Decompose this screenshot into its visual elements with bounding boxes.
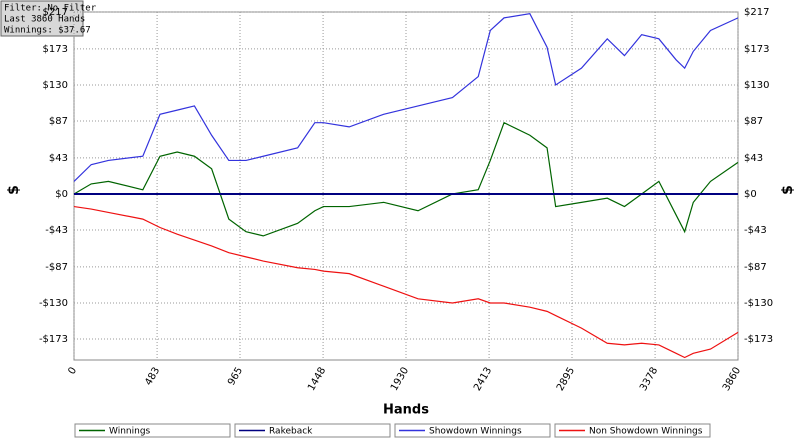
- x-tick-label: 2895: [555, 366, 577, 394]
- y2-tick-label: $87: [744, 116, 763, 127]
- y2-tick-label: -$43: [744, 225, 767, 236]
- x-tick-label: 2413: [472, 366, 494, 394]
- legend-box: [554, 423, 711, 438]
- x-tick-label: 3860: [721, 366, 743, 394]
- y-tick-label: $173: [43, 44, 68, 55]
- y-tick-label: $130: [43, 80, 68, 91]
- x-tick-label: 483: [143, 366, 162, 388]
- y2-tick-label: -$173: [744, 334, 773, 345]
- series-line: [73, 121, 739, 237]
- legend-box: [74, 423, 231, 438]
- x-tick-label: 0: [66, 366, 79, 377]
- x-axis-label: Hands: [383, 403, 429, 418]
- y-tick-label: -$130: [39, 298, 68, 309]
- info-bg: [0, 0, 84, 37]
- y2-tick-label: $43: [744, 153, 763, 164]
- legend-label: Winnings: [109, 427, 151, 437]
- y2-axis-label: $: [780, 185, 796, 195]
- y2-tick-label: $0: [744, 189, 757, 200]
- y2-tick-label: -$130: [744, 298, 773, 309]
- legend-box: [234, 423, 391, 438]
- info-line: Winnings: $37.67: [4, 26, 91, 36]
- x-tick-label: 1448: [306, 366, 328, 394]
- series-line: [73, 13, 739, 182]
- x-tick-label: 965: [226, 366, 245, 388]
- y2-tick-label: $173: [744, 44, 769, 55]
- legend-item: Rakeback: [234, 423, 391, 438]
- legend-item: Winnings: [74, 423, 231, 438]
- y2-tick-label: $217: [744, 7, 769, 18]
- y-tick-label: -$43: [45, 225, 68, 236]
- y-tick-label: $0: [55, 189, 68, 200]
- info-line: Filter: No Filter: [4, 4, 97, 14]
- legend-label: Showdown Winnings: [429, 427, 522, 437]
- info-line: Last 3860 Hands: [4, 15, 85, 25]
- info-box: Filter: No Filter Last 3860 Hands Winnin…: [0, 0, 97, 37]
- y-tick-label: $87: [49, 116, 68, 127]
- legend-label: Non Showdown Winnings: [589, 427, 703, 437]
- legend-item: Showdown Winnings: [394, 423, 551, 438]
- y2-tick-label: $130: [744, 80, 769, 91]
- legend-item: Non Showdown Winnings: [554, 423, 711, 438]
- y-tick-label: $43: [49, 153, 68, 164]
- legend-box: [394, 423, 551, 438]
- legend-label: Rakeback: [269, 427, 313, 437]
- x-tick-label: 1930: [389, 366, 411, 394]
- y-tick-label: -$173: [39, 334, 68, 345]
- y-tick-label: $217: [43, 7, 68, 18]
- y-tick-label: -$87: [45, 262, 68, 273]
- series-line: [73, 205, 739, 359]
- y-axis-label: $: [6, 185, 22, 195]
- y2-tick-label: -$87: [744, 262, 767, 273]
- x-tick-label: 3378: [638, 366, 660, 394]
